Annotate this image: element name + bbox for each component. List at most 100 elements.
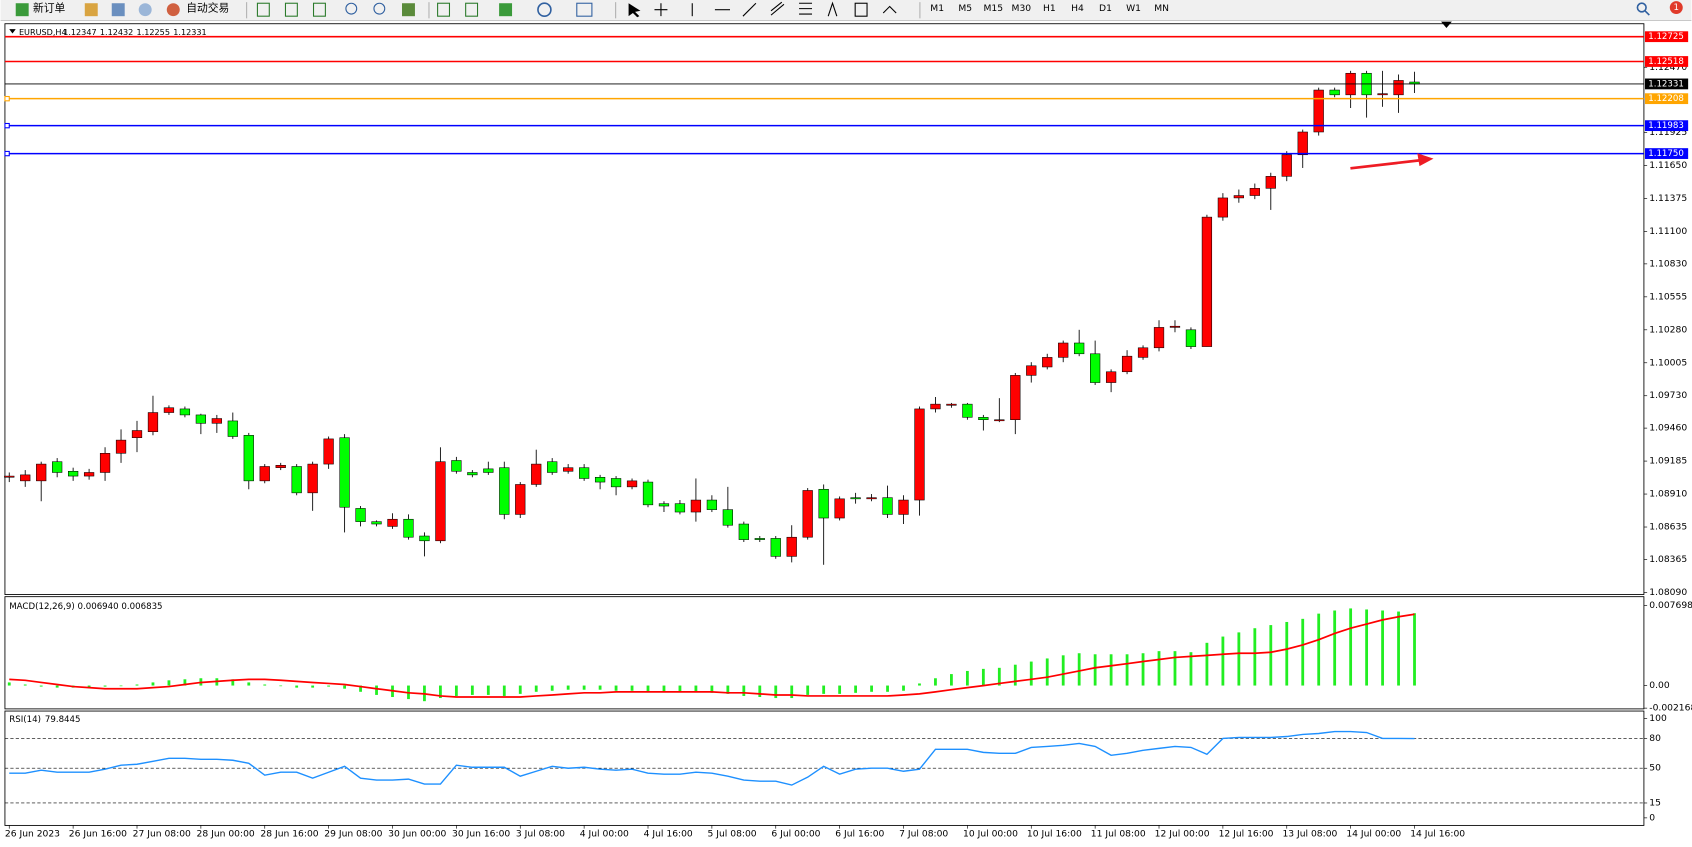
channel-tool[interactable] [770, 1, 785, 16]
search-icon[interactable] [1636, 2, 1647, 13]
y-tick-label: 1.10830 [1649, 258, 1687, 269]
level-label-box [1644, 31, 1689, 43]
label-tool[interactable] [854, 2, 868, 17]
timeframe-button[interactable]: W1 [1126, 3, 1141, 14]
icon[interactable] [138, 3, 152, 17]
timeframe-button[interactable]: M1 [930, 3, 944, 14]
icon[interactable] [284, 2, 298, 17]
text-tool[interactable] [827, 1, 838, 17]
candle-body [1137, 347, 1149, 358]
macd-bar [742, 685, 746, 696]
macd-bar [247, 682, 251, 686]
candle-body [579, 467, 590, 479]
y-tick-label: 1.10005 [1649, 357, 1687, 368]
annotation-arrow [1350, 158, 1421, 170]
icon[interactable] [401, 3, 415, 17]
x-tick-label: 14 Jul 16:00 [1410, 829, 1465, 840]
macd-bar [103, 685, 107, 687]
macd-bar [854, 685, 858, 693]
timeframe-button[interactable]: H4 [1071, 3, 1084, 14]
candle-body [467, 472, 478, 476]
level-label: 1.11983 [1648, 121, 1684, 131]
arrows-tool[interactable] [882, 5, 897, 14]
y-tick-label: 1.10555 [1649, 291, 1687, 302]
timeframe-button[interactable]: M30 [1012, 3, 1032, 14]
y-tick-label: 50 [1649, 763, 1661, 774]
crosshair-tool[interactable] [654, 3, 668, 17]
y-tick-label: 1.09185 [1649, 456, 1687, 467]
timeframe-button[interactable]: M5 [958, 3, 972, 14]
x-tick-label: 4 Jul 00:00 [580, 829, 629, 840]
macd-bar [790, 685, 794, 699]
periods[interactable] [537, 2, 552, 17]
macd-bar [1317, 613, 1321, 686]
zoom-out[interactable] [373, 2, 386, 15]
level-handle [4, 95, 10, 102]
icon[interactable] [256, 2, 270, 17]
macd-bar [263, 684, 267, 686]
templates[interactable] [576, 2, 593, 17]
macd-bar [646, 685, 650, 692]
candle-body [515, 484, 526, 515]
icon[interactable] [111, 3, 125, 17]
cursor-tool[interactable] [628, 3, 641, 18]
macd-bar [997, 667, 1001, 686]
macd-bar [295, 685, 299, 688]
icon[interactable] [437, 2, 451, 17]
level-label: 1.12518 [1648, 57, 1684, 67]
macd-bar [119, 685, 123, 687]
candle-body [68, 471, 79, 477]
candle-body [115, 439, 127, 454]
y-tick-label: 1.08365 [1649, 554, 1687, 565]
candle-body [786, 536, 797, 557]
x-tick-label: 26 Jun 16:00 [69, 829, 127, 840]
candle-body [1201, 216, 1213, 347]
macd-bar [550, 685, 554, 691]
plot-layer: 1.12470 1.11925 1.11650 1.11375 1.11100 1.108… [4, 27, 1692, 840]
icon[interactable] [465, 2, 479, 17]
icon[interactable] [84, 3, 98, 17]
candle-body [770, 538, 781, 557]
candle-body [211, 418, 222, 424]
candle-body [626, 480, 638, 488]
y-tick-label: 0.00 [1649, 680, 1670, 691]
candle-body [1265, 176, 1276, 189]
icon[interactable] [312, 2, 326, 17]
macd-bar [1397, 611, 1400, 686]
auto-trading-button[interactable]: 自动交易 [186, 2, 229, 15]
x-tick-label: 29 Jun 08:00 [324, 829, 382, 840]
macd-bar [23, 684, 27, 686]
fibo-tool[interactable] [799, 2, 813, 15]
zoom-in[interactable] [345, 2, 358, 15]
timeframe-button[interactable]: MN [1154, 3, 1169, 14]
timeframe-button[interactable]: H1 [1043, 3, 1056, 14]
ohlc-label: 1.12331 [173, 27, 206, 37]
auto-trading-icon[interactable] [166, 3, 180, 17]
macd-bar [950, 674, 953, 686]
candle-body [610, 478, 622, 488]
timeframe-button[interactable]: D1 [1099, 3, 1112, 14]
macd-bar [1381, 610, 1384, 686]
macd-bar [965, 670, 969, 686]
candle-body [355, 508, 366, 522]
indicators[interactable] [499, 3, 513, 17]
notification-badge[interactable] [1669, 1, 1683, 15]
macd-bar [1413, 613, 1416, 686]
macd-bar [87, 685, 91, 688]
macd-bar [1029, 661, 1033, 686]
candle-body [20, 474, 31, 482]
new-order-icon[interactable] [15, 3, 29, 17]
indicator-value: 79.8445 [45, 715, 81, 725]
trendline-tool[interactable] [742, 2, 757, 17]
timeframe-button[interactable]: M15 [983, 3, 1003, 14]
candle-body [36, 463, 47, 482]
macd-bar [838, 685, 842, 694]
macd-bar [167, 680, 171, 686]
macd-bar [183, 679, 187, 686]
candle-body [802, 490, 813, 538]
candle-body [1281, 154, 1292, 177]
macd-bar [1205, 642, 1209, 686]
new-order-button[interactable]: 新订单 [33, 2, 66, 15]
level-label: 1.11750 [1648, 149, 1684, 159]
y-tick-label: 1.08635 [1649, 522, 1687, 533]
